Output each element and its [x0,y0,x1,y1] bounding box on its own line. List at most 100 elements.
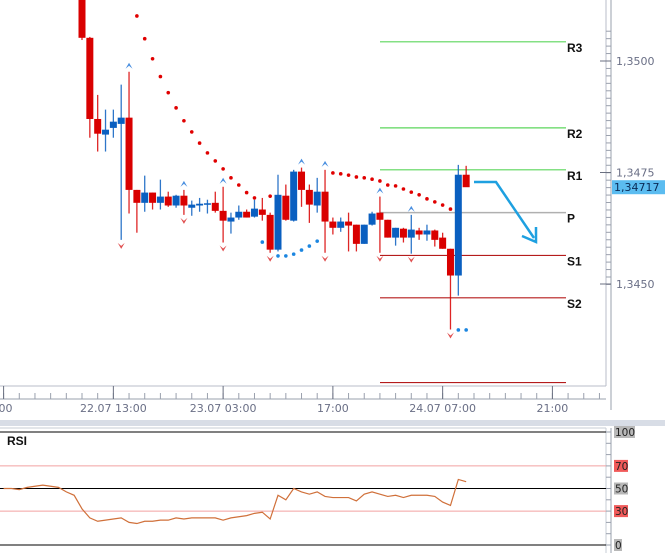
candle-body [313,191,321,206]
sar-dot [440,203,445,207]
candlesticks [78,0,470,330]
candle [431,229,439,247]
price-axis[interactable]: 1,3500 1,3475 1,3450 1,34717 [600,0,665,410]
sar-dot [346,173,351,177]
sar-dot [299,248,304,252]
candle [235,205,243,220]
candle-body [266,214,274,250]
candle [203,199,211,214]
candle-body [235,211,243,218]
fractal-up-icon [407,205,415,212]
candle [133,189,141,233]
rsi-scale-label: 30 [615,506,628,518]
candle [337,217,345,232]
candle [250,199,258,218]
sar-dot [197,141,202,145]
candle-body [227,217,235,222]
price-label: 1,3475 [616,167,655,180]
sar-dot [315,239,320,243]
candle-body [446,248,454,276]
sar-dot [189,130,194,134]
candle-body [78,0,86,38]
candle [164,191,172,207]
sar-dot [331,171,335,175]
rsi-line [3,478,467,525]
candle-body [141,192,149,203]
sar-dot [409,190,414,194]
candle-body [203,203,211,205]
candle [172,194,180,208]
candle-body [102,129,110,135]
candle [446,248,454,330]
candle-body [86,37,94,119]
time-axis[interactable]: :00 22.07 13:00 23.07 03:00 17:00 24.07 07:0… [0,386,606,415]
candle [462,165,470,188]
candle-body [94,118,102,134]
pivot-label-r2: R2 [567,127,583,141]
sar-dot [276,254,280,258]
candle [376,196,384,253]
sar-dot [174,106,178,110]
sar-dot [268,194,272,198]
candle-body [164,196,172,206]
rsi-panel[interactable]: RSI 100 70 50 30 0 [0,426,635,553]
candle [141,175,149,212]
price-label: 1,3450 [616,278,655,291]
forecast-arrow-icon [474,180,538,244]
fractal-down-icon [321,255,329,262]
candle [211,191,219,213]
candle [352,224,360,252]
candle-body [454,174,462,276]
sar-dot [291,252,296,256]
candle-body [415,230,423,235]
sar-dot [354,175,359,179]
candle-body [360,224,368,244]
candle [282,184,290,221]
rsi-scale-label: 100 [615,427,635,439]
candle [180,189,188,215]
candle [329,217,337,235]
sar-dot [370,177,374,181]
candle [415,227,423,240]
candle [117,84,125,240]
candle-body [133,189,141,203]
candle-body [305,189,313,205]
pivot-label-r3: R3 [567,41,583,55]
candle-body [399,228,407,238]
sar-dot [362,176,367,180]
candle-body [282,195,290,220]
fractals [117,62,454,339]
candle [219,186,227,243]
pivot-label-p: P [567,212,575,226]
sar-dot [166,90,171,95]
sar-dot [205,151,210,155]
candle-body [407,229,415,238]
sar-dot [182,118,186,123]
pivot-lines: R3 R2 R1 P S1 S2 [380,41,583,384]
rsi-scale-badge [614,482,628,495]
candle [454,164,462,296]
candle-body [392,227,400,238]
price-chart-area[interactable]: R3 R2 R1 P S1 S2 [0,0,607,387]
panel-separator[interactable] [0,420,665,426]
fractal-up-icon [125,62,133,69]
candle-body [188,204,196,208]
candle [78,0,86,41]
sar-dot [456,328,461,332]
rsi-scale-label: 50 [615,484,628,496]
sar-dot [448,207,453,211]
sar-dot [213,159,218,163]
pivot-label-r1: R1 [567,169,583,183]
sar-dot [237,183,241,187]
rsi-scale-badge [614,459,628,472]
sar-dot [417,193,421,197]
candle-body [109,121,117,128]
candle-body [219,210,227,221]
sar-dot [244,190,249,195]
fractal-down-icon [266,255,274,262]
rsi-scale-label: 0 [615,540,622,552]
current-price-label: 1,34717 [614,181,660,194]
candle-body [250,208,258,217]
sar-dot [401,187,406,191]
